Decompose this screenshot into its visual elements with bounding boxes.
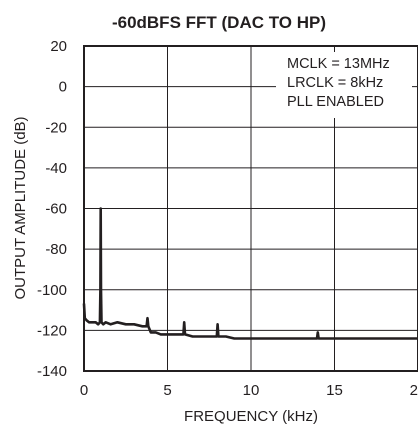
- y-tick-label: -20: [45, 119, 67, 136]
- y-tick-label: -120: [37, 322, 67, 339]
- y-tick-label: -40: [45, 160, 67, 177]
- x-tick-label: 15: [326, 382, 343, 399]
- grid: [84, 46, 418, 371]
- x-axis-label: FREQUENCY (kHz): [184, 408, 318, 425]
- x-tick-label: 20: [410, 382, 418, 399]
- series-line: [82, 207, 418, 340]
- annotation-text: PLL ENABLED: [287, 94, 384, 110]
- y-tick-label: -100: [37, 282, 67, 299]
- y-tick-label: -60: [45, 201, 67, 218]
- x-tick-label: 10: [243, 382, 260, 399]
- chart-title: -60dBFS FFT (DAC TO HP): [112, 13, 326, 32]
- y-tick-label: -80: [45, 241, 67, 258]
- x-tick-label: 0: [80, 382, 88, 399]
- plot-frame: [83, 45, 418, 372]
- y-tick-labels: 20 0 -20 -40 -60 -80 -100 -120 -140: [37, 38, 67, 380]
- annotation-box: MCLK = 13MHz LRCLK = 8kHz PLL ENABLED: [276, 52, 412, 118]
- y-axis-label: OUTPUT AMPLITUDE (dB): [12, 116, 29, 299]
- y-tick-label: 0: [59, 79, 67, 96]
- annotation-background: [276, 52, 412, 118]
- data-series: [82, 207, 418, 340]
- x-tick-labels: 0 5 10 15 20: [80, 382, 418, 399]
- y-tick-label: -140: [37, 363, 67, 380]
- annotation-text: MCLK = 13MHz: [287, 56, 390, 72]
- y-tick-label: 20: [50, 38, 67, 55]
- annotation-text: LRCLK = 8kHz: [287, 75, 383, 91]
- x-tick-label: 5: [163, 382, 171, 399]
